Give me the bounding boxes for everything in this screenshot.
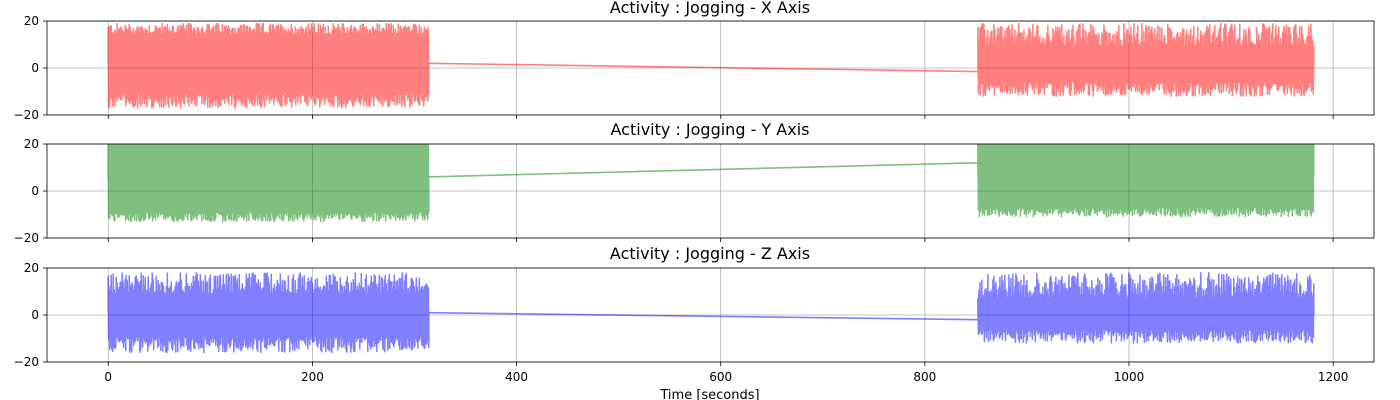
x-tick-label: 800 bbox=[913, 370, 936, 384]
y-tick-label: −20 bbox=[14, 231, 39, 245]
signal-connector bbox=[428, 162, 978, 178]
panel-title: Activity : Jogging - Y Axis bbox=[611, 120, 810, 139]
y-tick-label: −20 bbox=[14, 355, 39, 369]
signal-segment bbox=[977, 22, 1315, 97]
signal-segment bbox=[107, 22, 430, 109]
x-tick-label: 600 bbox=[709, 370, 732, 384]
signal-series bbox=[107, 271, 1315, 354]
panel-z-axis: Activity : Jogging - Z Axis Time [second… bbox=[14, 244, 1375, 400]
y-tick-label: 0 bbox=[31, 184, 39, 198]
signal-series bbox=[107, 144, 1315, 223]
signal-segment bbox=[107, 272, 430, 354]
panel-y-axis: Activity : Jogging - Y Axis −20 0 20 bbox=[14, 120, 1375, 245]
signal-segment bbox=[977, 271, 1315, 344]
x-tick-label: 1200 bbox=[1318, 370, 1349, 384]
x-tick-label: 400 bbox=[505, 370, 528, 384]
signal-connector bbox=[428, 62, 978, 73]
y-tick-label: 0 bbox=[31, 308, 39, 322]
x-tick-label: 200 bbox=[301, 370, 324, 384]
signal-connector bbox=[428, 311, 978, 321]
y-tick-label: 20 bbox=[24, 137, 39, 151]
signal-segment bbox=[107, 144, 430, 223]
signal-series bbox=[107, 22, 1315, 109]
panel-title: Activity : Jogging - Z Axis bbox=[610, 244, 810, 263]
y-tick-label: 0 bbox=[31, 61, 39, 75]
x-axis-label: Time [seconds] bbox=[659, 388, 759, 400]
y-tick-label: −20 bbox=[14, 108, 39, 122]
x-tick-label: 1000 bbox=[1114, 370, 1145, 384]
panel-x-axis: Activity : Jogging - X Axis −20 0 20 bbox=[14, 0, 1375, 122]
y-tick-label: 20 bbox=[24, 261, 39, 275]
y-tick-label: 20 bbox=[24, 14, 39, 28]
panel-title: Activity : Jogging - X Axis bbox=[610, 0, 810, 17]
x-tick-label: 0 bbox=[104, 370, 112, 384]
signal-segment bbox=[977, 144, 1315, 218]
